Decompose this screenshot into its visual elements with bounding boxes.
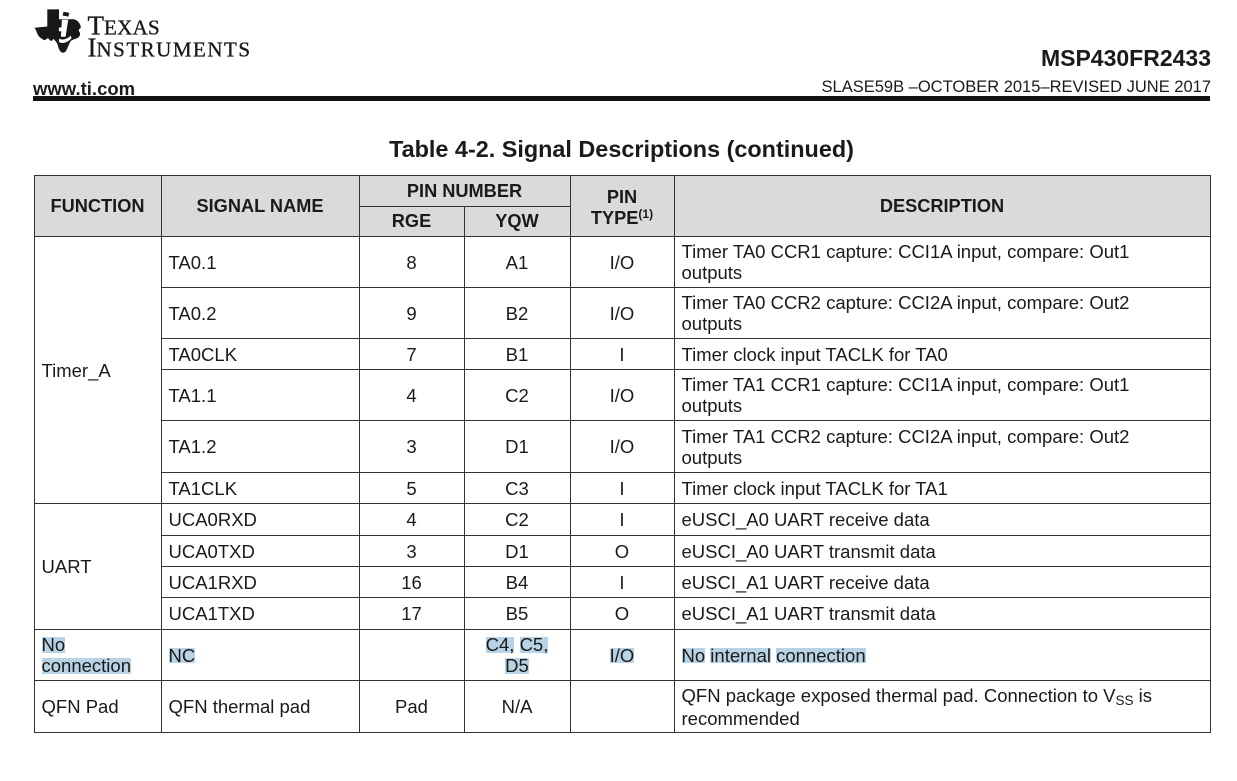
svg-text:INSTRUMENTS: INSTRUMENTS <box>88 33 252 63</box>
svg-text:TEXAS: TEXAS <box>88 10 161 40</box>
